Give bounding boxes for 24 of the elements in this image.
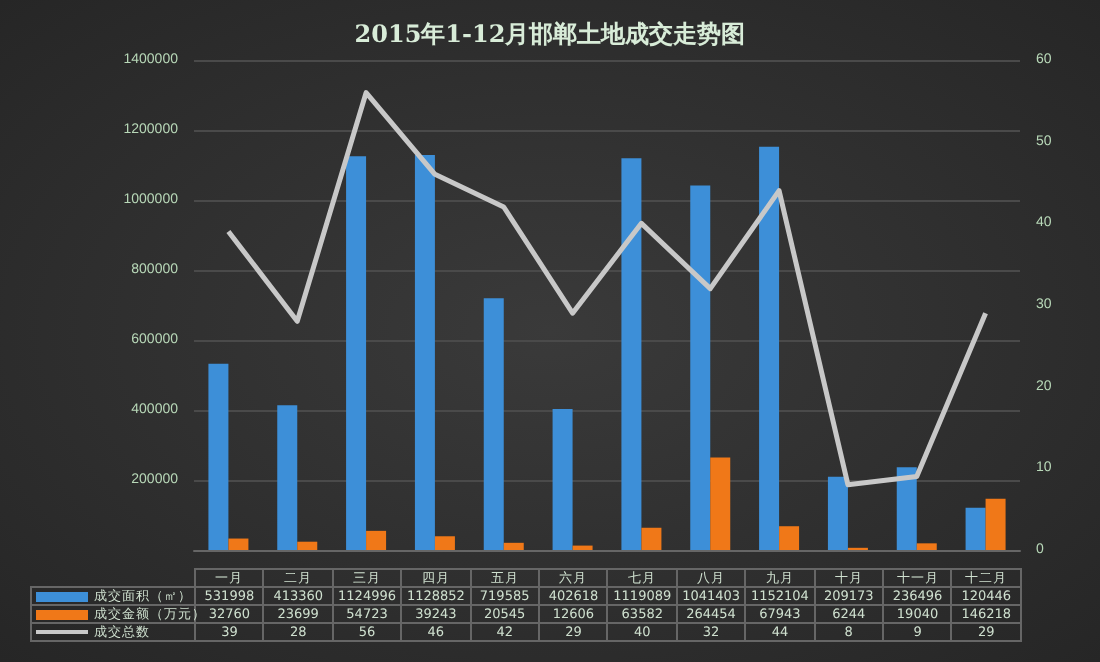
chart-title: 2015年1-12月邯郸土地成交走势图 [354, 20, 746, 48]
bar [297, 541, 318, 550]
bar [414, 154, 435, 550]
bar [759, 146, 780, 550]
bar [965, 507, 986, 550]
bar [346, 156, 367, 550]
bar [483, 298, 504, 550]
bar [208, 363, 229, 550]
bar [896, 467, 917, 550]
bar [827, 476, 848, 550]
bar [277, 405, 298, 550]
bar [641, 527, 662, 550]
bar [621, 158, 642, 550]
bar [779, 526, 800, 550]
bar [985, 498, 1006, 550]
bar [434, 536, 455, 550]
bar [710, 457, 731, 550]
bar [690, 185, 711, 550]
bar [916, 543, 937, 550]
bar [366, 530, 387, 550]
bar [552, 409, 573, 550]
bar [503, 542, 524, 550]
bar [228, 538, 249, 550]
line-series [225, 90, 989, 488]
